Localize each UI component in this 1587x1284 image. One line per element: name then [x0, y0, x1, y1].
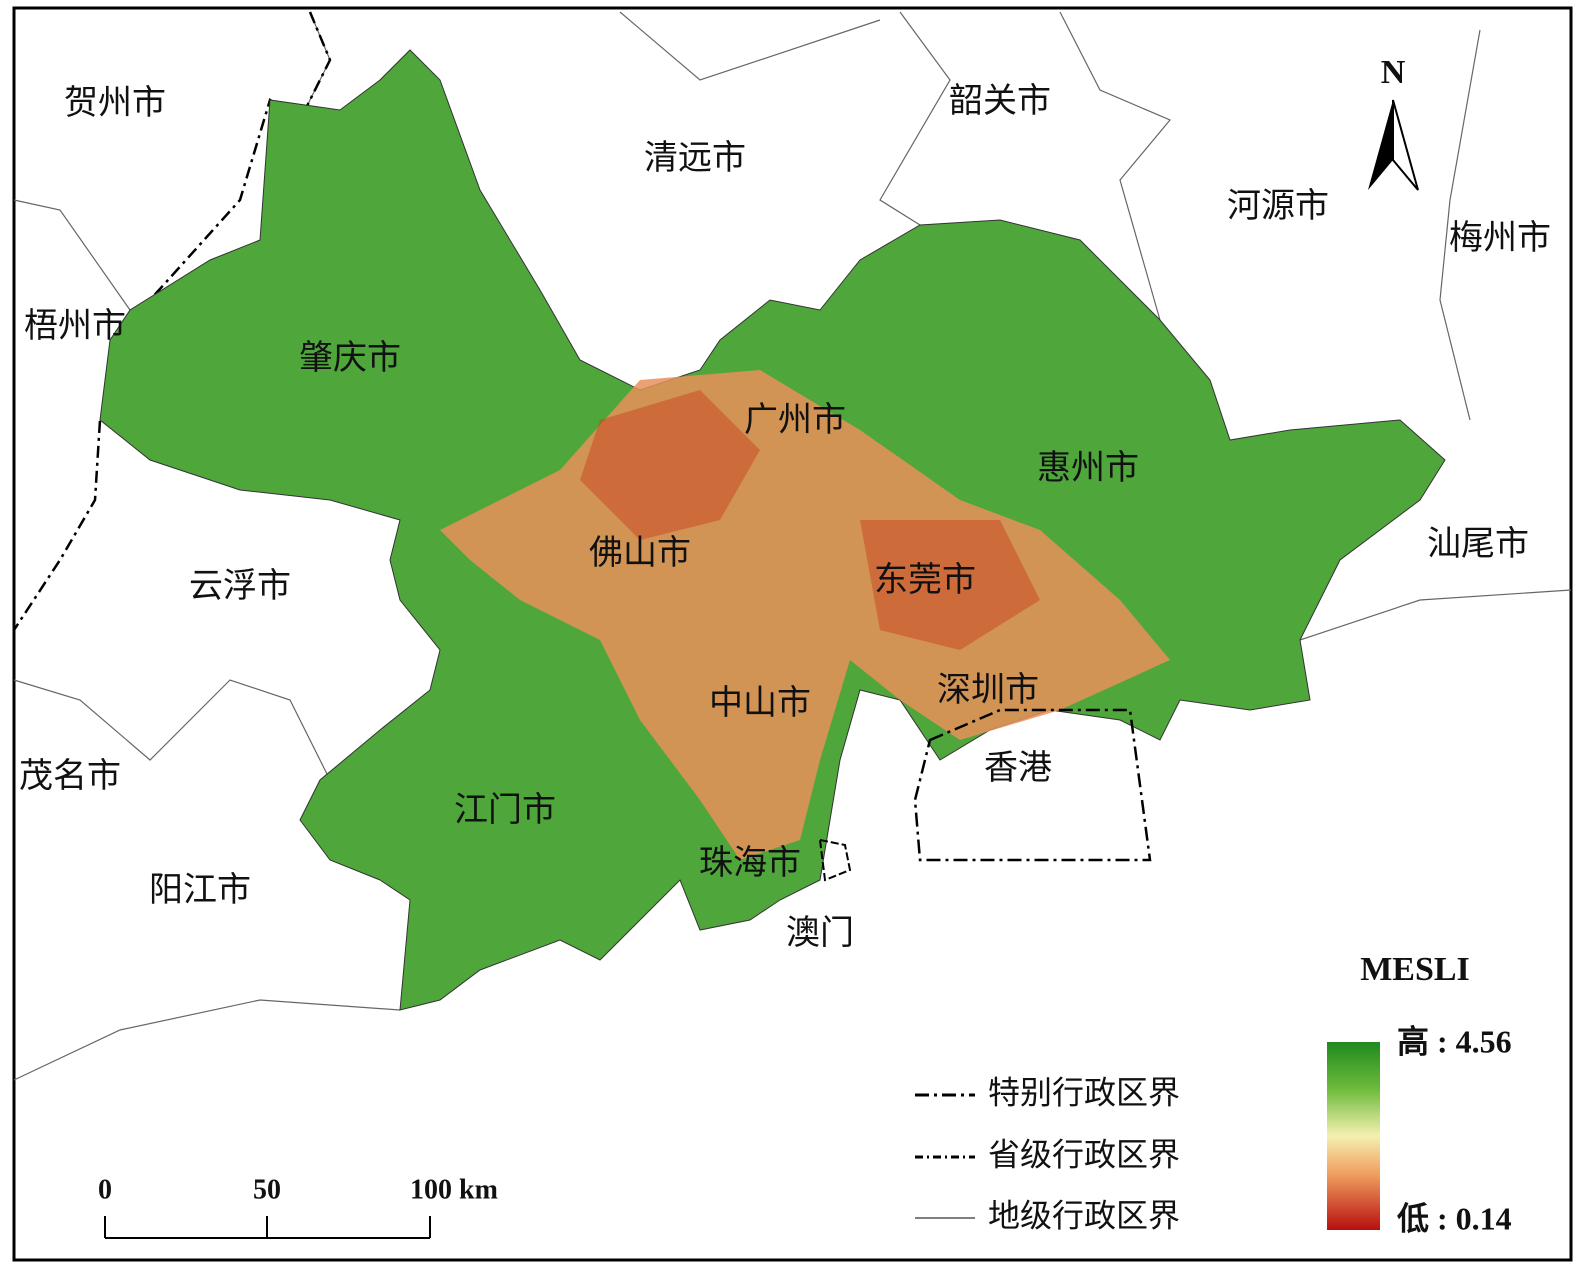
city-label: 中山市	[709, 683, 811, 723]
city-label: 梅州市	[1449, 218, 1551, 258]
city-label: 肇庆市	[299, 338, 401, 378]
legend-low: 低 : 0.14	[1397, 1200, 1512, 1236]
legend-gradient	[1327, 1042, 1380, 1230]
legend-label: 省级行政区界	[988, 1136, 1180, 1174]
city-label: 清远市	[644, 138, 746, 178]
city-label: 韶关市	[949, 81, 1051, 121]
legend-high: 高 : 4.56	[1397, 1023, 1512, 1059]
city-label: 珠海市	[699, 843, 801, 883]
city-label: 汕尾市	[1427, 524, 1529, 564]
scale-label: 0	[98, 1174, 112, 1205]
city-label: 贺州市	[64, 83, 166, 123]
north-label: N	[1381, 54, 1406, 91]
sar-boundary	[913, 708, 1152, 862]
city-label: 茂名市	[19, 756, 121, 796]
city-label: 河源市	[1227, 186, 1329, 226]
city-label: 佛山市	[589, 533, 691, 573]
city-label: 广州市	[744, 400, 846, 440]
city-label: 惠州市	[1037, 448, 1139, 488]
north-arrow: N	[1368, 54, 1419, 191]
scale-label: 50	[253, 1174, 281, 1205]
city-label: 云浮市	[189, 566, 291, 606]
legend-title: MESLI	[1360, 951, 1470, 988]
city-label: 香港	[984, 748, 1052, 788]
legend-label: 地级行政区界	[988, 1197, 1180, 1235]
city-label: 深圳市	[937, 670, 1039, 710]
scale-label: 100 km	[410, 1174, 498, 1205]
city-label: 澳门	[786, 913, 854, 953]
scale-bar	[104, 1216, 431, 1239]
urban-core	[580, 390, 1040, 650]
legend-label: 特别行政区界	[988, 1074, 1180, 1112]
city-label: 江门市	[454, 790, 556, 830]
city-label: 阳江市	[149, 870, 251, 910]
province-boundary	[12, 11, 332, 631]
city-label: 东莞市	[874, 560, 976, 600]
city-label: 梧州市	[24, 306, 126, 346]
sar-boundary	[818, 838, 852, 882]
